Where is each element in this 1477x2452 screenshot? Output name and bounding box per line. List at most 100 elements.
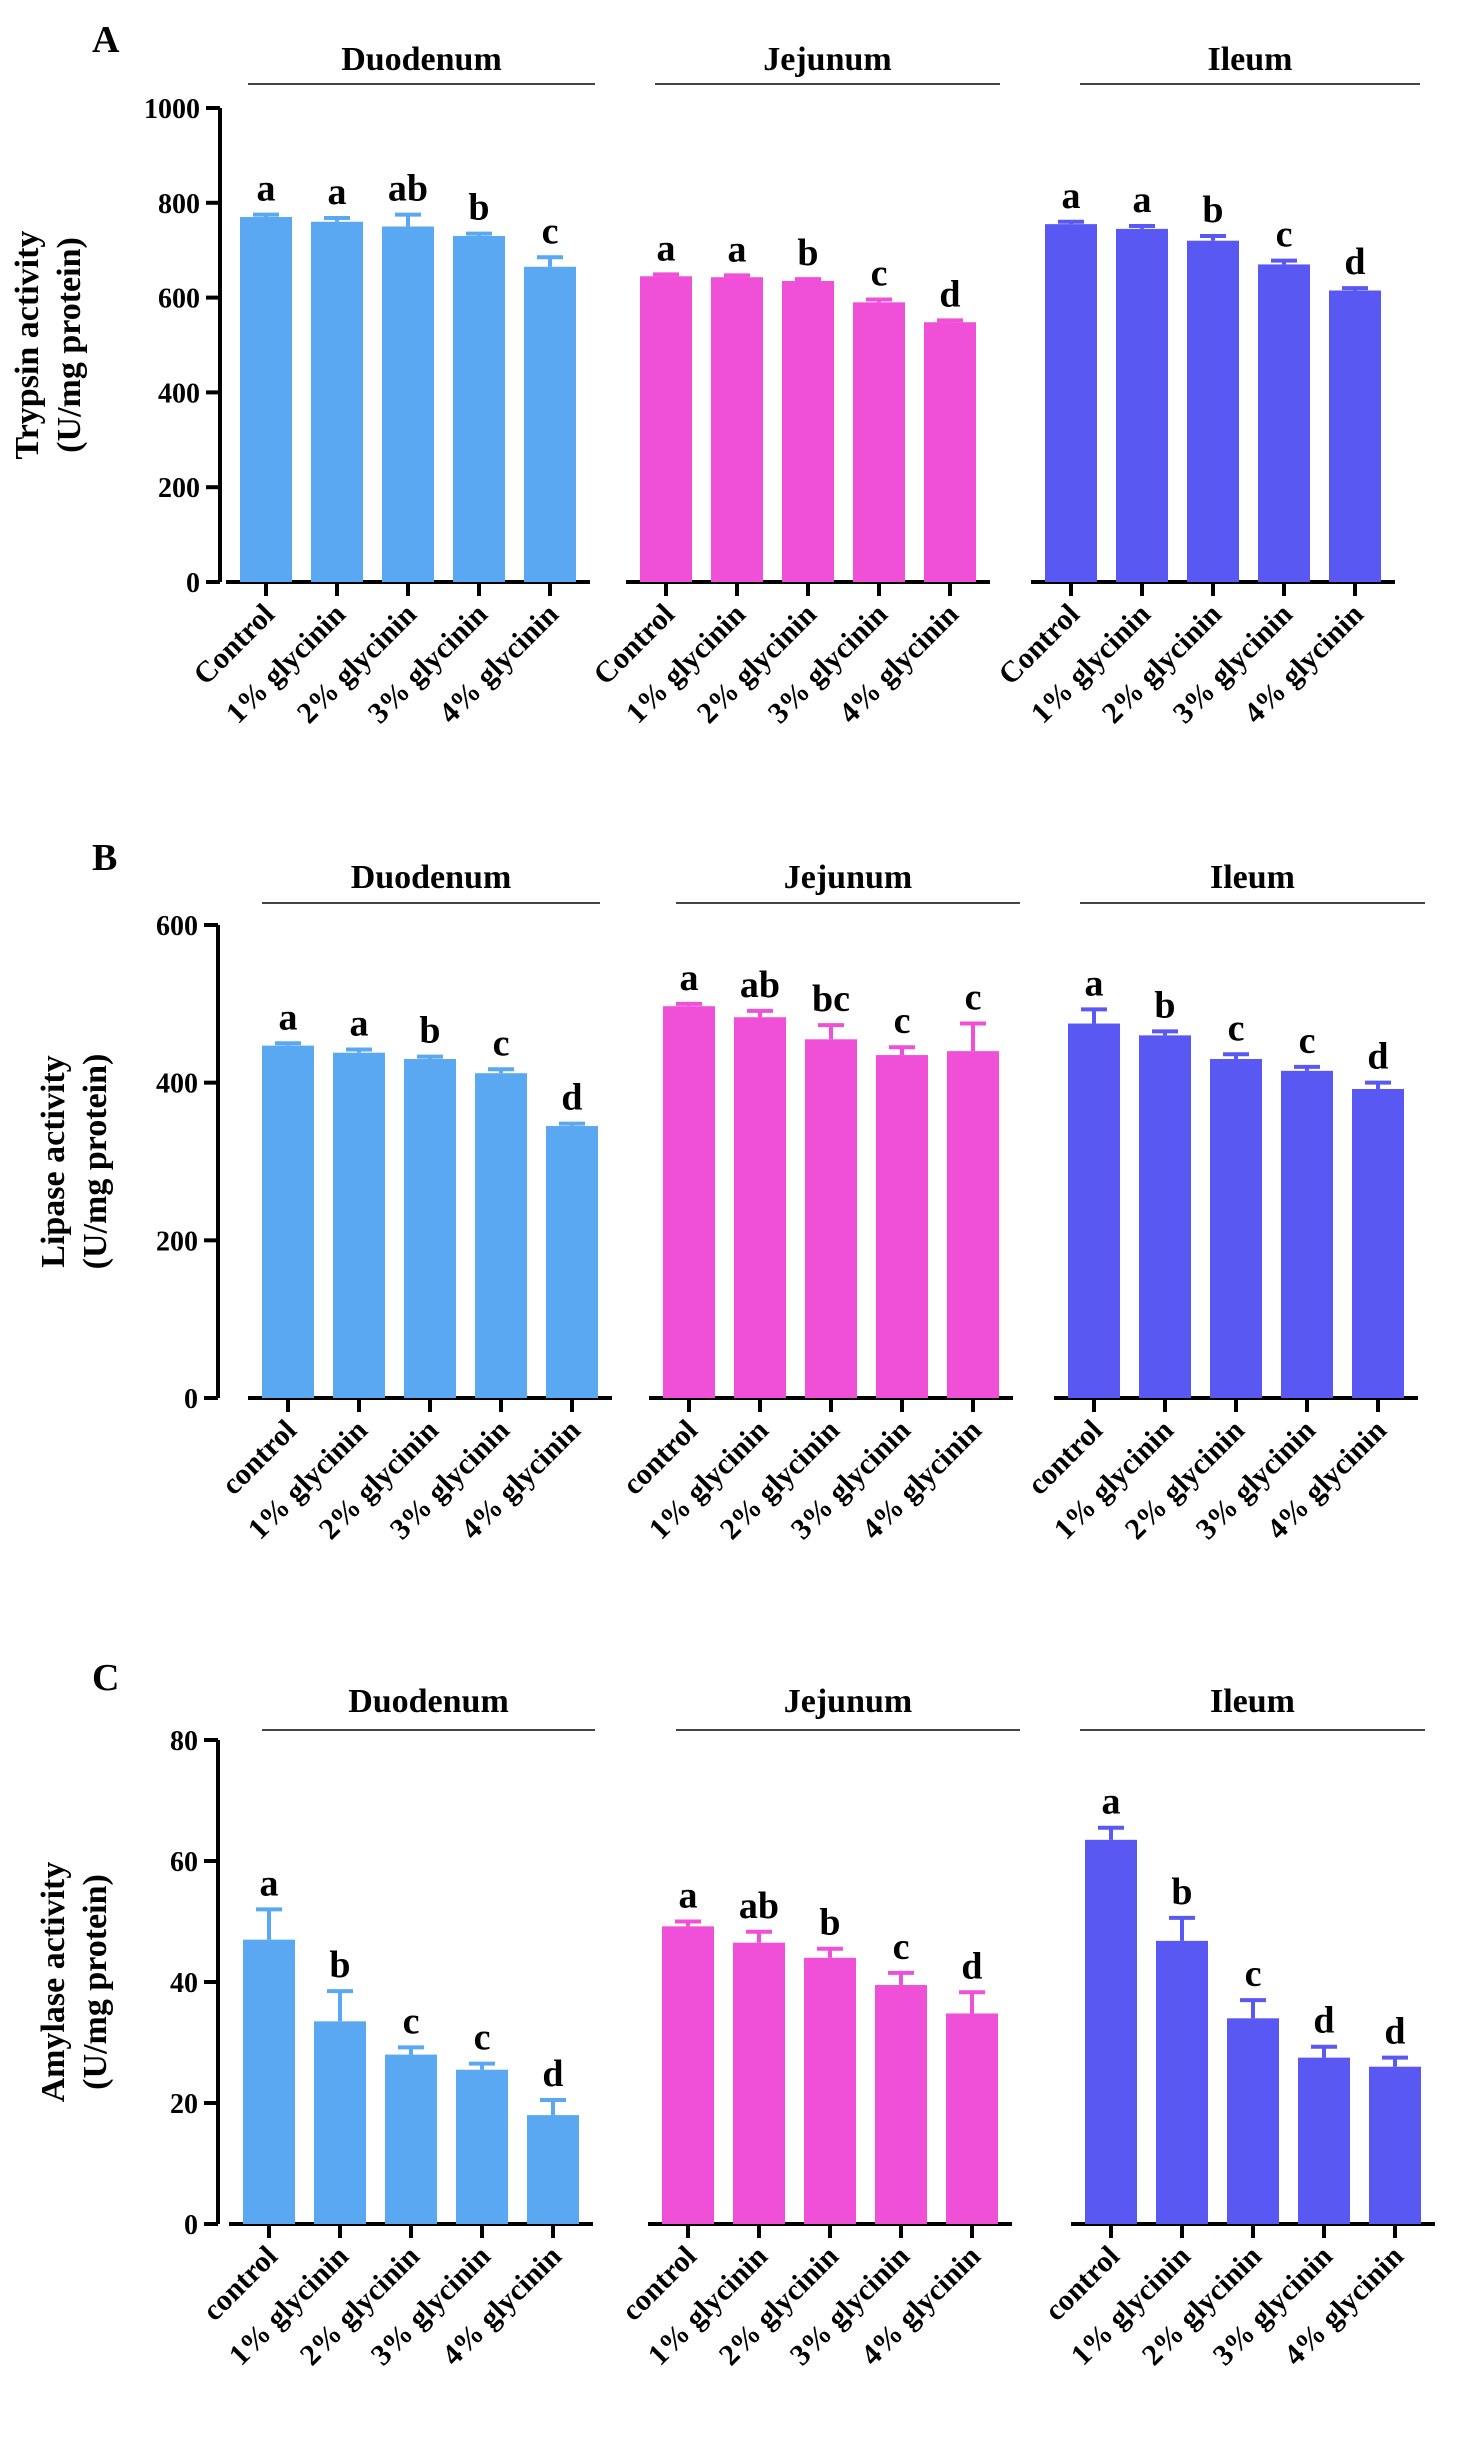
y-tick-label: 0 — [184, 1384, 198, 1415]
significance-letter: d — [1344, 241, 1365, 283]
bar — [314, 2021, 366, 2224]
significance-letter: b — [1202, 189, 1223, 231]
significance-letter: c — [542, 210, 559, 252]
bar — [1085, 1839, 1137, 2224]
significance-letter: a — [279, 996, 298, 1038]
significance-letter: a — [680, 957, 699, 999]
bar — [1045, 224, 1097, 582]
bar — [782, 281, 834, 582]
y-tick-label: 800 — [158, 189, 200, 220]
bar — [733, 1942, 785, 2224]
bar — [1139, 1035, 1191, 1398]
region-label: Duodenum — [348, 1683, 509, 1720]
bar — [1156, 1940, 1208, 2224]
y-axis-label: Lipase activity — [35, 1055, 72, 1267]
bar — [475, 1073, 527, 1398]
y-tick-label: 60 — [170, 1847, 198, 1878]
region-label: Ileum — [1208, 41, 1293, 78]
bar — [311, 221, 363, 582]
panel-letter: C — [92, 1657, 119, 1699]
region-label: Jejunum — [763, 41, 891, 78]
significance-letter: c — [894, 1000, 911, 1042]
significance-letter: ab — [740, 964, 780, 1006]
y-axis-label: Amylase activity — [35, 1862, 72, 2103]
significance-letter: b — [797, 232, 818, 274]
significance-letter: b — [1154, 984, 1175, 1026]
bar — [662, 1926, 714, 2224]
y-tick-label: 0 — [186, 568, 200, 599]
y-tick-label: 80 — [170, 1726, 198, 1757]
y-axis-label: Trypsin activity — [9, 231, 46, 460]
bar — [924, 322, 976, 582]
bar — [946, 2013, 998, 2224]
significance-letter: b — [329, 1944, 350, 1986]
significance-letter: d — [542, 2053, 563, 2095]
significance-letter: a — [257, 168, 276, 210]
significance-letter: d — [1367, 1036, 1388, 1078]
significance-letter: c — [871, 252, 888, 294]
significance-letter: c — [1276, 214, 1293, 256]
bar — [640, 276, 692, 582]
significance-letter: a — [350, 1003, 369, 1045]
y-axis-label-unit: (U/mg protein) — [77, 1874, 114, 2090]
bar — [546, 1126, 598, 1398]
bar — [453, 235, 505, 583]
significance-letter: c — [893, 1926, 910, 1968]
y-tick-label: 20 — [170, 2089, 198, 2120]
bar — [804, 1957, 856, 2224]
bar — [240, 217, 292, 582]
significance-letter: b — [1171, 1871, 1192, 1913]
significance-letter: c — [1245, 1953, 1262, 1995]
significance-letter: c — [474, 2017, 491, 2059]
bar — [1352, 1088, 1404, 1398]
bar — [456, 2069, 508, 2224]
y-tick-label: 600 — [156, 911, 198, 942]
bar — [1187, 240, 1239, 582]
region-label: Jejunum — [784, 859, 912, 896]
bar — [243, 1939, 295, 2224]
bar — [1227, 2018, 1279, 2224]
significance-letter: ab — [739, 1885, 779, 1927]
significance-letter: d — [1313, 2000, 1334, 2042]
region-label: Duodenum — [341, 41, 502, 78]
bar — [385, 2054, 437, 2224]
significance-letter: d — [1384, 2011, 1405, 2053]
y-axis-label-unit: (U/mg protein) — [51, 237, 88, 453]
significance-letter: c — [1299, 1020, 1316, 1062]
significance-letter: d — [561, 1077, 582, 1119]
region-label: Duodenum — [351, 859, 512, 896]
region-label: Jejunum — [784, 1683, 912, 1720]
significance-letter: a — [1062, 175, 1081, 217]
bar — [404, 1059, 456, 1398]
panel-letter: B — [92, 837, 117, 879]
bar — [382, 226, 434, 582]
significance-letter: a — [728, 228, 747, 270]
significance-letter: ab — [388, 168, 428, 210]
bar — [524, 266, 576, 582]
bar — [1369, 2066, 1421, 2224]
significance-letter: d — [939, 273, 960, 315]
y-tick-label: 40 — [170, 1968, 198, 1999]
significance-letter: a — [1102, 1781, 1121, 1823]
significance-letter: a — [260, 1862, 279, 1904]
significance-letter: c — [965, 977, 982, 1019]
significance-letter: bc — [812, 978, 850, 1020]
bar — [1281, 1070, 1333, 1398]
bar — [1068, 1023, 1120, 1398]
bar — [262, 1045, 314, 1398]
y-tick-label: 400 — [156, 1069, 198, 1100]
bar — [1298, 2057, 1350, 2224]
y-tick-label: 1000 — [144, 94, 200, 125]
significance-letter: c — [493, 1022, 510, 1064]
bar — [734, 1017, 786, 1398]
bar — [333, 1052, 385, 1398]
significance-letter: a — [328, 171, 347, 213]
y-tick-label: 200 — [158, 473, 200, 504]
y-tick-label: 400 — [158, 378, 200, 409]
bar — [947, 1051, 999, 1398]
y-tick-label: 200 — [156, 1226, 198, 1257]
significance-letter: a — [1085, 962, 1104, 1004]
panel-letter: A — [92, 19, 120, 61]
y-axis-label-unit: (U/mg protein) — [77, 1054, 114, 1270]
